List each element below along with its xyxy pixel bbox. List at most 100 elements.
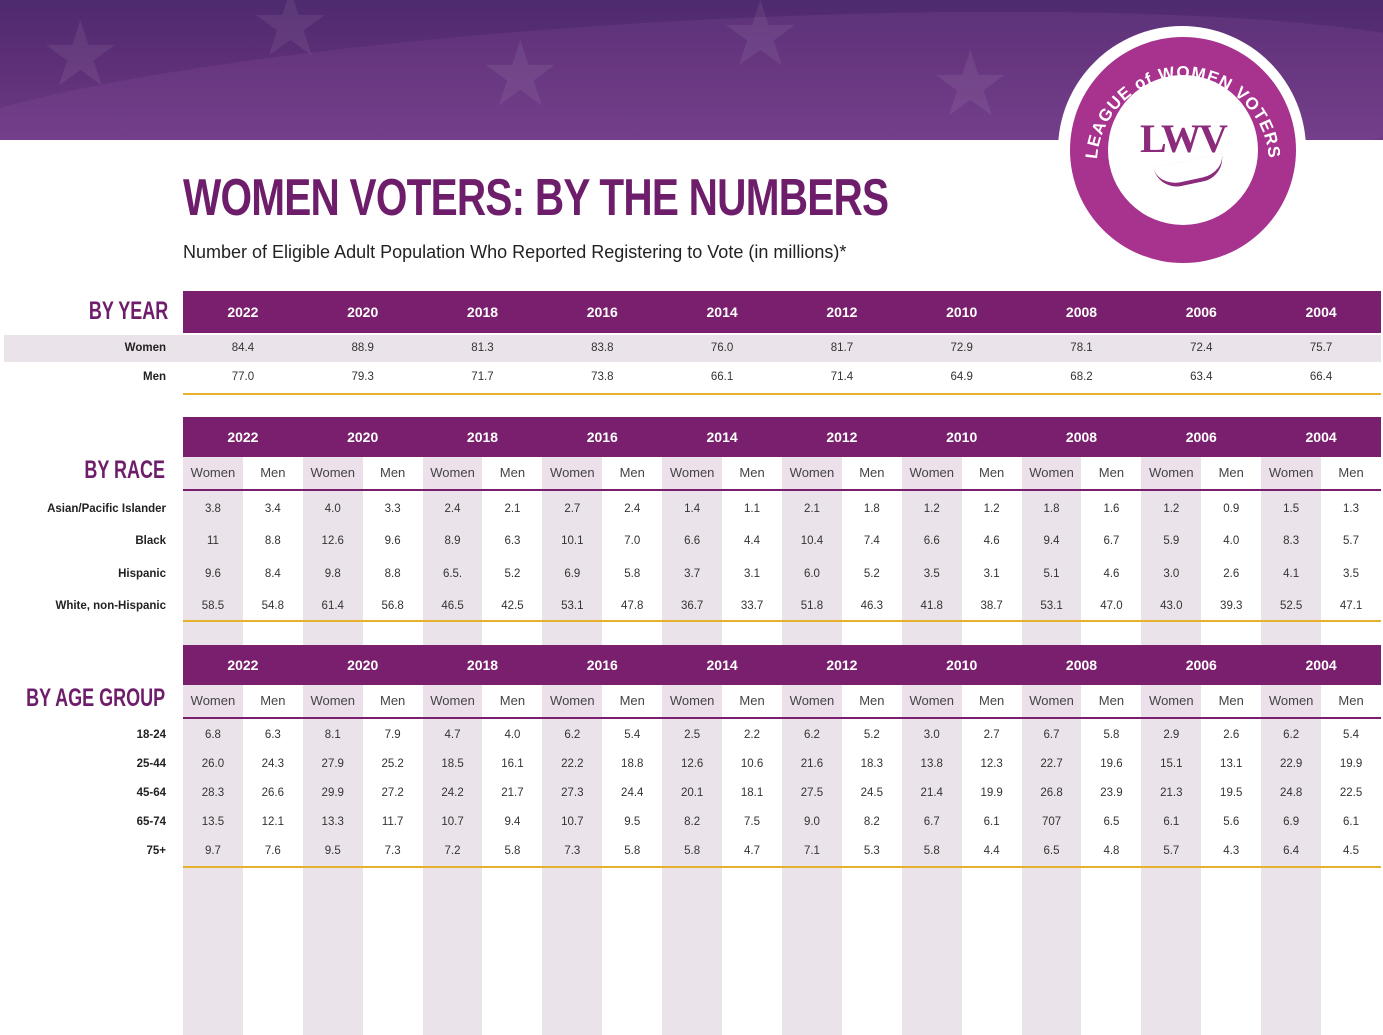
table-cell: 707: [1041, 816, 1062, 828]
women-row-shade: [4, 335, 1381, 362]
table-cell: 58.5: [201, 599, 225, 612]
table-cell: 54.8: [261, 599, 285, 612]
row-label: Asian/Pacific Islander: [47, 503, 166, 515]
table-cell: 6.8: [204, 729, 221, 741]
table-cell: 6.7: [1043, 729, 1060, 741]
table-cell: 4.3: [1223, 845, 1240, 857]
table-cell: 12.6: [321, 535, 344, 548]
table-cell: 6.1: [1163, 816, 1180, 828]
table-cell: 11.7: [381, 816, 404, 828]
table-cell: 8.1: [324, 729, 341, 741]
table-cell: 5.7: [1343, 535, 1360, 548]
table-cell: 10.4: [800, 535, 824, 548]
column-header-men: Men: [1338, 465, 1364, 480]
table-cell: 10.7: [561, 816, 584, 828]
column-header-men: Men: [859, 693, 885, 708]
column-header-men: Men: [978, 465, 1005, 480]
table-cell: 6.2: [564, 729, 581, 741]
table-cell: 5.1: [1043, 567, 1060, 580]
table-cell: 10.1: [561, 535, 584, 548]
column-header-men: Men: [1338, 693, 1364, 708]
table-cell: 46.3: [860, 599, 884, 612]
year-header-2010: 2010: [946, 429, 978, 445]
table-cell: 3.5: [923, 567, 940, 580]
table-cell: 1.8: [1043, 503, 1060, 515]
column-header-women: Women: [1261, 685, 1322, 717]
table-cell: 6.0: [803, 567, 820, 580]
table-cell: 22.5: [1339, 787, 1363, 799]
table-cell: 9.7: [204, 845, 221, 857]
year-header-2014: 2014: [706, 304, 738, 320]
table-cell: 24.2: [441, 787, 464, 799]
table-cell: 26.0: [201, 758, 225, 770]
table-cell: 19.6: [1100, 758, 1123, 770]
year-header-2016: 2016: [586, 657, 618, 673]
table-cell: 3.8: [204, 503, 221, 515]
table-cell: 1.2: [983, 503, 1000, 515]
table-cell: 5.8: [1103, 729, 1120, 741]
women-column-shade: [302, 719, 363, 859]
gender-subheader: Women Men Women Men Women Men Women Men Women Men…: [183, 457, 1381, 491]
table-cell: 9.8: [324, 567, 341, 580]
gold-divider: [183, 866, 1381, 868]
table-cell: 21.7: [501, 787, 524, 799]
table-cell: 25.2: [381, 758, 404, 770]
column-header-men: Men: [379, 693, 406, 708]
table-cell: 13.8: [920, 758, 943, 770]
table-cell: 22.2: [561, 758, 584, 770]
column-header-men: Men: [499, 693, 526, 708]
gender-subheader: Women Men Women Men Women Men Women Men Women Men…: [183, 685, 1381, 719]
column-header-women: Women: [422, 457, 483, 489]
table-cell: 21.6: [800, 758, 824, 770]
year-header-2008: 2008: [1065, 657, 1098, 673]
year-header-2016: 2016: [586, 429, 618, 445]
table-cell: 33.7: [740, 599, 764, 612]
table-cell: 4.5: [1343, 845, 1360, 857]
star-icon: ★: [480, 25, 561, 125]
table-cell: 4.7: [444, 729, 461, 741]
table-cell: 79.3: [351, 371, 374, 383]
column-header-men: Men: [859, 465, 885, 480]
row-label-men: Men: [143, 371, 166, 383]
table-cell: 6.2: [803, 729, 820, 741]
table-cell: 7.6: [264, 845, 281, 857]
table-cell: 68.2: [1070, 371, 1093, 383]
table-cell: 3.7: [684, 567, 701, 580]
women-column-shade: [1261, 719, 1322, 859]
table-cell: 2.1: [803, 503, 820, 515]
table-cell: 26.8: [1040, 787, 1063, 799]
table-cell: 63.4: [1190, 371, 1213, 383]
column-header-men: Men: [619, 693, 645, 708]
table-cell: 20.1: [680, 787, 704, 799]
year-header-2008: 2008: [1065, 304, 1098, 320]
table-cell: 66.1: [710, 371, 734, 383]
table-cell: 7.2: [444, 845, 461, 857]
table-cell: 7.3: [384, 845, 401, 857]
table-cell: 18.5: [441, 758, 464, 770]
table-cell: 81.3: [471, 342, 494, 354]
year-header-2018: 2018: [466, 657, 499, 673]
table-cell: 12.1: [261, 816, 285, 828]
table-cell: 19.9: [1339, 758, 1363, 770]
year-header-2012: 2012: [826, 657, 858, 673]
table-cell: 6.6: [684, 535, 701, 548]
table-cell: 71.4: [830, 371, 854, 383]
table-cell: 3.3: [384, 503, 401, 515]
table-cell: 6.2: [1283, 729, 1300, 741]
women-column-shade: [542, 719, 603, 859]
column-header-men: Men: [739, 465, 765, 480]
table-cell: 7.4: [863, 535, 880, 548]
table-cell: 6.3: [504, 535, 521, 548]
row-label: 75+: [146, 845, 166, 857]
column-header-women: Women: [1021, 685, 1082, 717]
section-label: BY RACE: [84, 456, 165, 484]
table-cell: 21.4: [920, 787, 943, 799]
table-cell: 47.1: [1339, 599, 1363, 612]
table-cell: 7.1: [803, 845, 820, 857]
table-cell: 66.4: [1309, 371, 1333, 383]
year-header-2022: 2022: [227, 657, 259, 673]
table-cell: 64.9: [950, 371, 973, 383]
table-cell: 2.6: [1223, 729, 1240, 741]
year-header-bar: 2022 2020 2018 2016 2014 2012 2010 2008 2006 2004: [183, 417, 1381, 457]
table-cell: 7.5: [744, 816, 761, 828]
